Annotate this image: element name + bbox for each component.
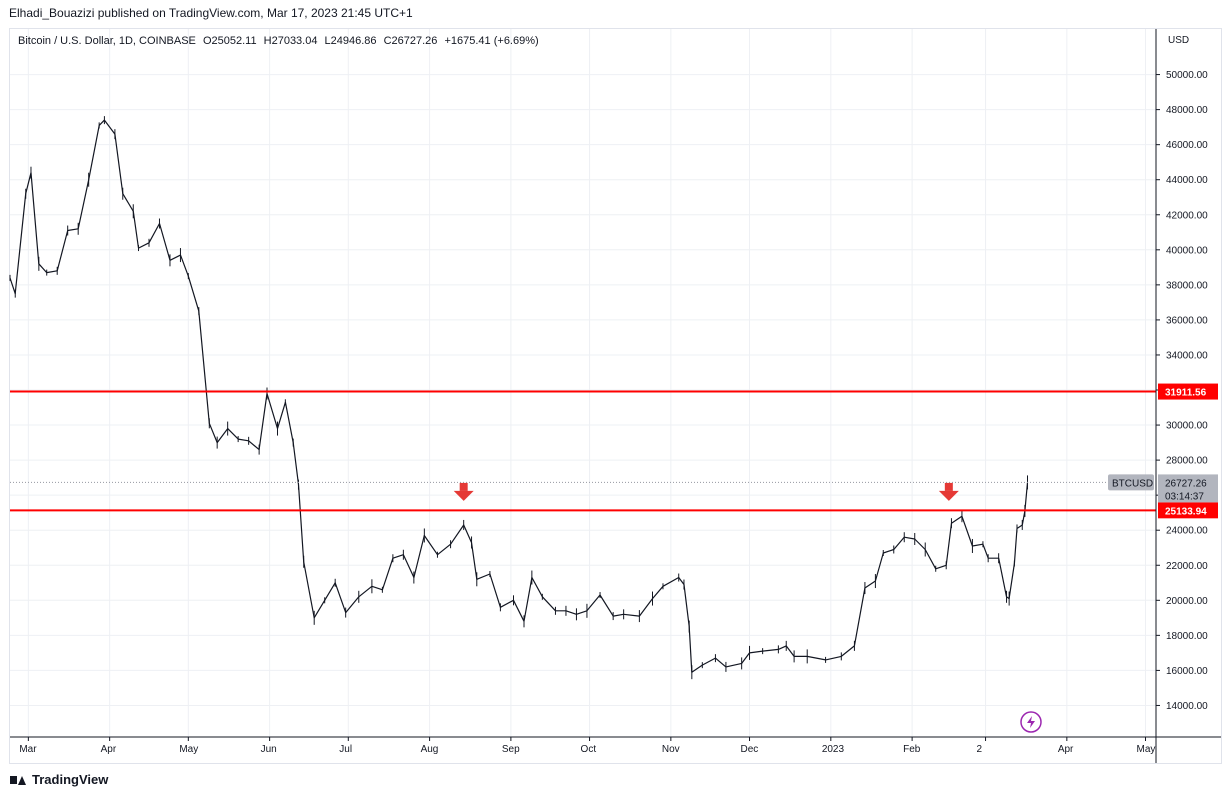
- chart-frame: [9, 28, 1222, 764]
- y-tick-label: 20000.00: [1166, 596, 1208, 607]
- y-tick-label: 18000.00: [1166, 631, 1208, 642]
- level-label-bg: [1158, 383, 1218, 400]
- arrow-down-icon: [459, 482, 468, 491]
- axes: 14000.00 16000.00 18000.00 20000.00 22000.00…: [10, 29, 1221, 763]
- y-tick-label: 38000.00: [1166, 280, 1208, 291]
- arrow-down-icon: [938, 490, 959, 501]
- legend-low: L24946.86: [324, 35, 377, 47]
- y-tick-label: 46000.00: [1166, 140, 1208, 151]
- x-tick-label: May: [1137, 744, 1156, 755]
- legend-high: H27033.04: [263, 35, 318, 47]
- y-tick-label: 22000.00: [1166, 561, 1208, 572]
- y-tick-label: 40000.00: [1166, 245, 1208, 256]
- y-tick-label: 14000.00: [1166, 701, 1208, 712]
- publisher-caption: Elhadi_Bouazizi published on TradingView…: [9, 6, 413, 20]
- x-tick-label: Mar: [19, 744, 37, 755]
- y-tick-label: 24000.00: [1166, 526, 1208, 537]
- annotations: [453, 482, 1042, 733]
- grid: [10, 29, 1156, 737]
- tradingview-logo[interactable]: TradingView: [10, 772, 108, 787]
- x-tick-label: Jul: [339, 744, 352, 755]
- y-tick-label: 36000.00: [1166, 315, 1208, 326]
- price-series: [9, 116, 1029, 680]
- symbol-tag-bg: [1108, 474, 1154, 491]
- price-labels: 31911.56 25133.94 BTCUSD 26727.26 03:14:37: [1108, 383, 1218, 519]
- y-tick-label: 34000.00: [1166, 350, 1208, 361]
- x-tick-label: Nov: [662, 744, 680, 755]
- y-tick-label: 30000.00: [1166, 421, 1208, 432]
- x-tick-label: Sep: [502, 744, 520, 755]
- arrow-down-icon: [944, 482, 953, 491]
- countdown-label: 03:14:37: [1165, 491, 1204, 502]
- last-price-label-bg: [1158, 474, 1218, 503]
- level-label: 31911.56: [1165, 388, 1207, 399]
- x-tick-label: Apr: [1058, 744, 1074, 755]
- legend-open: O25052.11: [202, 35, 257, 47]
- x-tick-label: Dec: [741, 744, 759, 755]
- chart-legend: Bitcoin / U.S. Dollar, 1D, COINBASE O250…: [18, 35, 543, 47]
- horizontal-levels: [10, 390, 1156, 512]
- arrow-down-icon: [453, 490, 474, 501]
- tradingview-brand: TradingView: [32, 772, 109, 787]
- x-tick-label: May: [179, 744, 198, 755]
- tradingview-mark-icon: [10, 774, 26, 786]
- x-tick-label: 2: [977, 744, 983, 755]
- x-tick-label: Oct: [581, 744, 597, 755]
- legend-change: +1675.41 (+6.69%): [444, 35, 539, 47]
- y-tick-label: 42000.00: [1166, 210, 1208, 221]
- legend-close: C26727.26: [383, 35, 438, 47]
- lightning-icon: [1027, 716, 1035, 728]
- y-tick-label: 44000.00: [1166, 175, 1208, 186]
- x-tick-label: 2023: [822, 744, 845, 755]
- legend-symbol: Bitcoin / U.S. Dollar, 1D, COINBASE: [18, 35, 196, 47]
- level-label-bg: [1158, 502, 1218, 519]
- last-price-label: 26727.26: [1165, 478, 1207, 489]
- x-tick-label: Aug: [421, 744, 439, 755]
- y-tick-label: 50000.00: [1166, 70, 1208, 81]
- x-tick-label: Feb: [903, 744, 921, 755]
- y-tick-label: 48000.00: [1166, 105, 1208, 116]
- level-label: 25133.94: [1165, 506, 1207, 517]
- y-tick-label: 28000.00: [1166, 456, 1208, 467]
- x-tick-label: Apr: [101, 744, 117, 755]
- x-tick-label: Jun: [261, 744, 277, 755]
- y-tick-label: 16000.00: [1166, 666, 1208, 677]
- currency-label: USD: [1168, 35, 1189, 46]
- symbol-tag: BTCUSD: [1112, 478, 1153, 489]
- price-line: [9, 119, 1029, 673]
